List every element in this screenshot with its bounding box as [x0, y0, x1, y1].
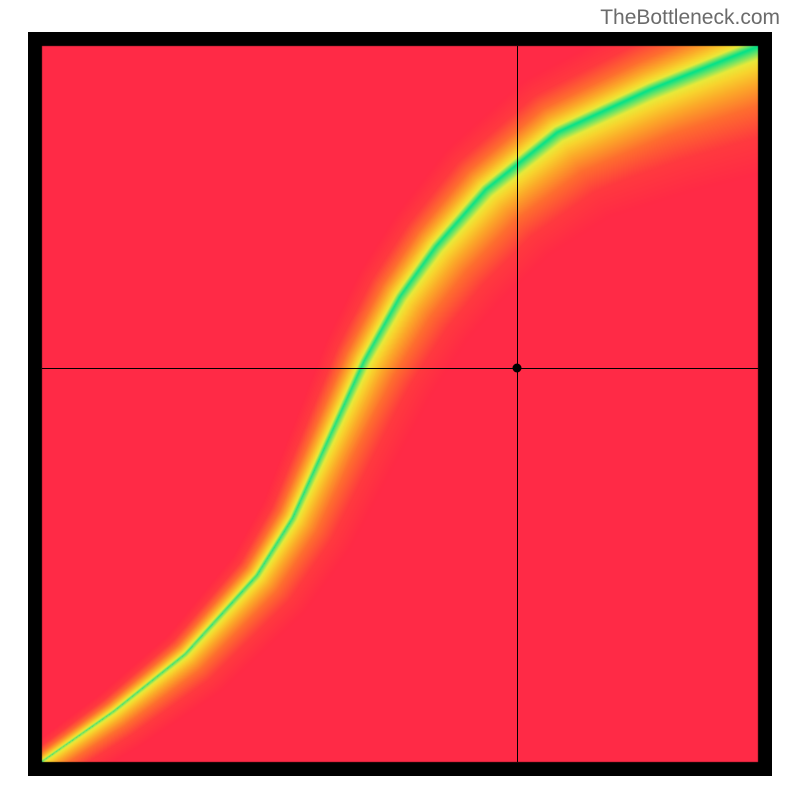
crosshair-horizontal: [42, 368, 758, 369]
crosshair-vertical: [517, 46, 518, 762]
heatmap-canvas: [28, 32, 772, 776]
plot-frame: [28, 32, 772, 776]
watermark-text: TheBottleneck.com: [600, 6, 780, 30]
chart-container: TheBottleneck.com: [0, 0, 800, 800]
crosshair-dot: [513, 363, 522, 372]
